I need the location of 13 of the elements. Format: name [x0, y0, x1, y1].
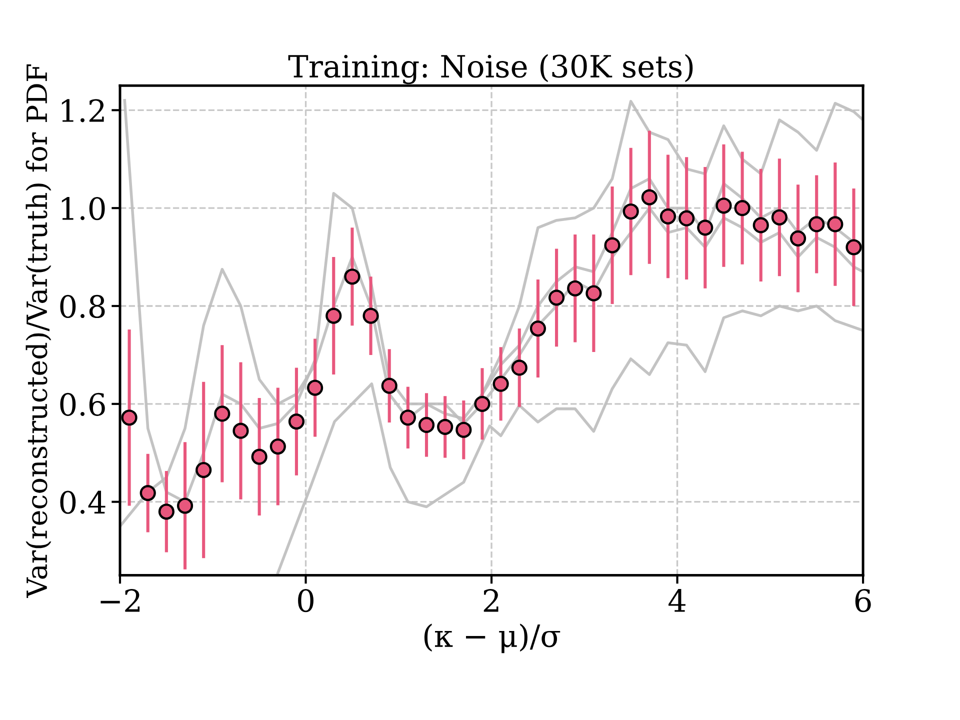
x-tick-label: 4 — [668, 589, 686, 612]
y-tick-label: 0.4 — [60, 490, 106, 514]
y-tick-label: 0.6 — [60, 392, 105, 416]
x-tick-label: 0 — [298, 589, 314, 612]
x-axis-title: (κ − μ)/σ — [424, 624, 560, 654]
chart-title: Training: Noise (30K sets) — [288, 54, 693, 84]
x-tick-label: −2 — [100, 589, 140, 612]
y-axis-title: Var(reconstructed)/Var(truth) for PDF — [26, 64, 52, 598]
x-tick-label: 6 — [855, 589, 871, 612]
y-tick-label: 1.2 — [62, 99, 104, 122]
x-tick-label: 2 — [484, 589, 498, 612]
y-tick-label: 1.0 — [62, 197, 105, 220]
y-tick-label: 0.8 — [60, 294, 105, 318]
